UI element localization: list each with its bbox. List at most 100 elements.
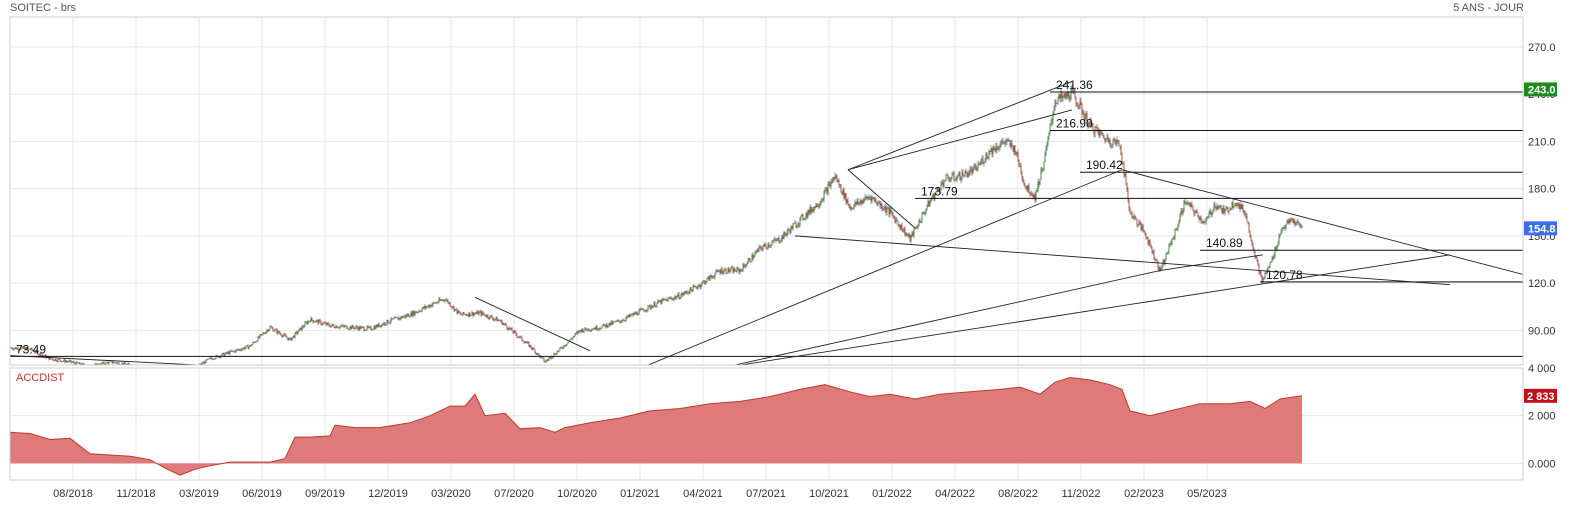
candle-down: [752, 254, 754, 259]
candle-up: [486, 315, 488, 317]
candle-up: [1277, 243, 1279, 248]
chart-period[interactable]: 5 ANS - JOUR: [1453, 2, 1524, 14]
candle-down: [1140, 222, 1142, 230]
candle-up: [1180, 210, 1182, 216]
candle-down: [1036, 190, 1038, 192]
candle-down: [1287, 221, 1289, 224]
candle-down: [312, 320, 314, 323]
candle-down: [785, 234, 787, 236]
candle-up: [385, 324, 387, 326]
candle-down: [1080, 101, 1082, 105]
candle-up: [1199, 216, 1201, 220]
candle-up: [628, 314, 630, 317]
candle-down: [527, 341, 529, 343]
candle-down: [1029, 193, 1031, 195]
candle-down: [430, 305, 432, 307]
candle-up: [429, 305, 431, 308]
candle-down: [67, 361, 69, 363]
candle-down: [223, 352, 225, 356]
candle-up: [75, 361, 77, 365]
candle-down: [716, 270, 718, 272]
candle-down: [161, 377, 162, 378]
candle-down: [577, 331, 579, 333]
trendline: [1159, 254, 1264, 271]
candle-up: [854, 202, 856, 205]
candle-up: [513, 330, 515, 333]
candle-up: [1137, 224, 1139, 226]
candle-up: [745, 265, 747, 268]
candle-down: [1122, 162, 1124, 165]
candle-down: [1078, 107, 1080, 109]
candle-up: [792, 224, 794, 230]
candle-down: [893, 216, 895, 218]
candle-up: [215, 355, 217, 359]
candle-down: [611, 321, 613, 325]
candle-down: [1283, 227, 1285, 229]
candle-up: [949, 179, 951, 182]
candle-up: [431, 304, 433, 307]
candle-down: [959, 172, 961, 181]
candle-up: [1051, 120, 1053, 123]
candle-up: [207, 358, 209, 360]
price-badge: [1524, 221, 1557, 236]
candle-up: [269, 326, 271, 330]
candle-up: [915, 227, 917, 230]
candle-up: [1224, 209, 1226, 213]
candle-down: [901, 224, 903, 232]
candle-up: [630, 314, 632, 317]
candle-up: [191, 371, 192, 372]
candle-up: [1194, 211, 1196, 214]
candle-down: [726, 273, 728, 274]
candle-down: [73, 361, 75, 363]
candle-up: [977, 164, 979, 168]
candle-up: [340, 326, 342, 327]
candle-down: [875, 199, 877, 203]
candle-up: [1085, 113, 1087, 117]
candle-up: [758, 246, 760, 252]
candle-down: [836, 176, 838, 182]
candle-up: [1070, 89, 1072, 99]
candle-up: [1255, 256, 1257, 258]
candle-up: [537, 353, 539, 355]
candle-up: [442, 299, 444, 301]
candle-down: [165, 376, 166, 379]
candle-up: [815, 203, 817, 208]
candle-down: [1198, 217, 1200, 220]
candle-down: [826, 188, 828, 194]
candle-down: [498, 319, 500, 321]
candle-up: [1088, 122, 1090, 126]
candle-down: [243, 347, 245, 350]
candle-up: [252, 342, 254, 345]
candle-down: [1294, 220, 1296, 225]
candle-up: [21, 346, 23, 348]
candle-up: [819, 203, 821, 207]
candle-down: [172, 376, 173, 377]
candle-up: [540, 356, 542, 358]
candle-up: [1273, 255, 1275, 259]
candle-down: [669, 297, 671, 299]
candle-up: [61, 361, 63, 363]
candle-up: [344, 325, 346, 327]
candle-up: [871, 197, 873, 202]
candle-down: [1017, 151, 1019, 161]
candle-down: [1191, 204, 1193, 207]
candle-down: [585, 327, 587, 330]
candle-up: [197, 366, 198, 368]
candle-up: [720, 268, 722, 273]
candle-up: [390, 318, 392, 322]
candle-up: [1269, 262, 1271, 268]
candle-down: [342, 325, 344, 327]
candle-up: [497, 319, 499, 322]
candle-up: [1278, 235, 1280, 244]
trendline: [647, 169, 1123, 365]
candle-down: [187, 372, 188, 373]
candle-up: [1259, 271, 1261, 273]
candle-down: [104, 363, 106, 365]
candle-up: [1279, 235, 1281, 236]
candle-down: [1252, 243, 1254, 249]
candle-up: [825, 188, 827, 190]
candle-down: [1130, 212, 1132, 214]
trendline: [1121, 169, 1523, 275]
candle-up: [673, 297, 675, 300]
candle-up: [973, 166, 975, 168]
